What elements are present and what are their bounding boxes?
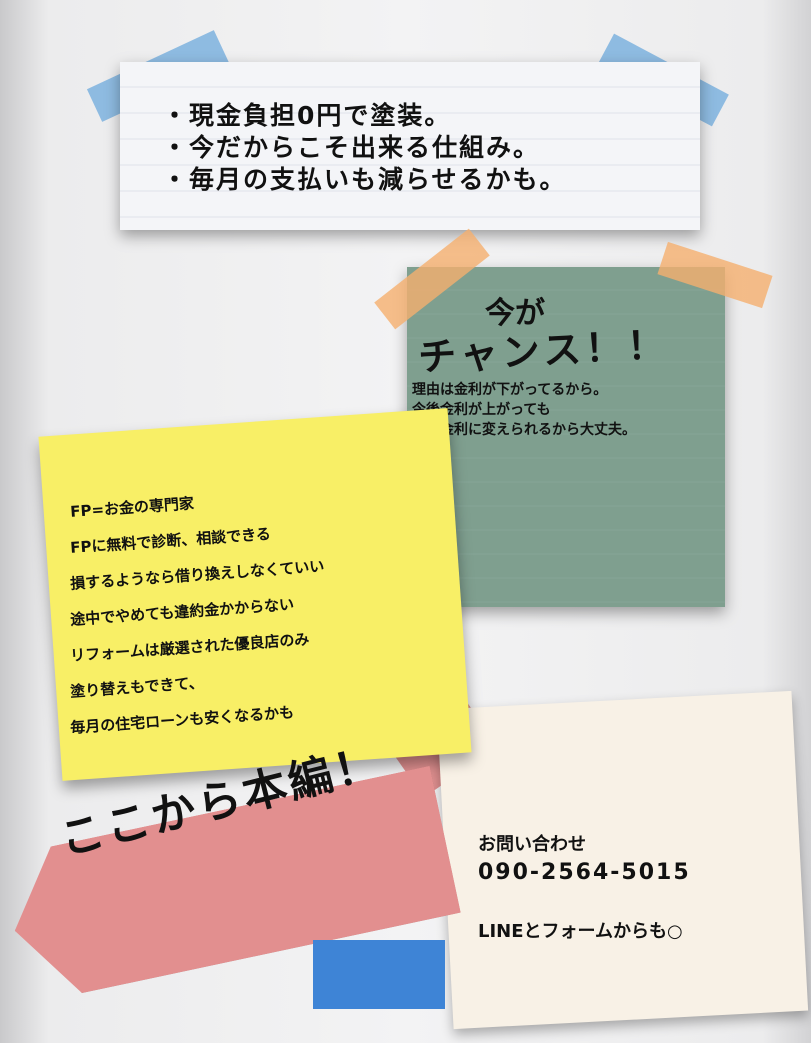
green-note-line: 理由は金利が下がってるから。	[412, 382, 608, 398]
green-note	[407, 267, 725, 607]
green-note-line: 固定金利に変えられるから大丈夫。	[412, 422, 636, 438]
contact-label: お問い合わせ	[478, 834, 586, 855]
yellow-note-text: FP=お金の専門家 FPに無料で診断、相談できる 損するようなら借り換えしなくて…	[70, 485, 325, 737]
blue-block	[313, 940, 445, 1009]
top-note-line: ・現金負担0円で塗装。	[162, 101, 452, 130]
contact-block: お問い合わせ 090-2564-5015 LINEとフォームからも○	[478, 830, 691, 943]
top-note: ・現金負担0円で塗装。 ・今だからこそ出来る仕組み。 ・毎月の支払いも減らせるか…	[120, 62, 700, 230]
contact-phone[interactable]: 090-2564-5015	[478, 860, 691, 885]
headline-now: 今が	[485, 296, 545, 331]
contact-note: LINEとフォームからも○	[478, 921, 683, 942]
top-note-line: ・毎月の支払いも減らせるかも。	[162, 165, 567, 194]
top-note-line: ・今だからこそ出来る仕組み。	[162, 133, 541, 162]
